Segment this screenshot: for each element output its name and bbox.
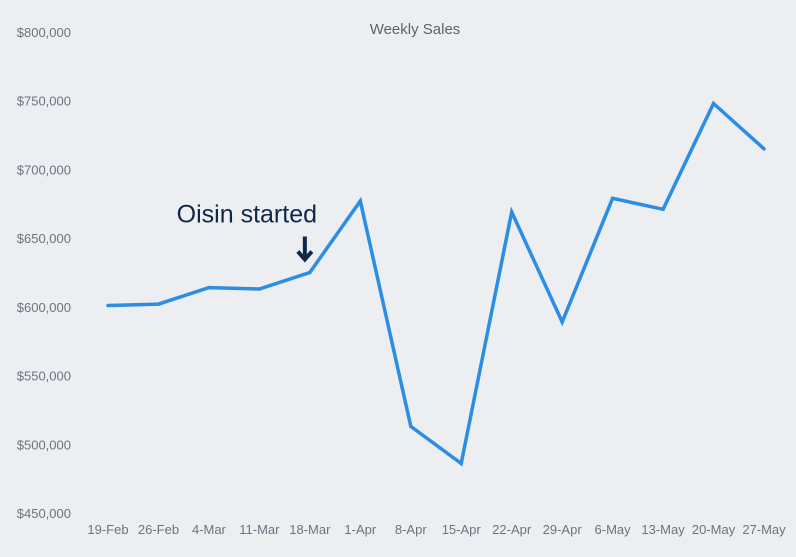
x-tick-label: 26-Feb (138, 522, 179, 537)
data-point (560, 320, 564, 324)
x-axis: 19-Feb 26-Feb 4-Mar 11-Mar 18-Mar 1-Apr 8-Apr 1… (87, 522, 786, 537)
data-point (711, 101, 716, 106)
y-tick-label: $650,000 (17, 231, 71, 246)
x-tick-label: 11-Mar (239, 522, 280, 537)
x-tick-label: 8-Apr (395, 522, 427, 537)
x-tick-label: 27-May (742, 522, 786, 537)
y-axis: $450,000 $500,000 $550,000 $600,000 $650,000… (17, 25, 71, 521)
x-tick-label: 29-Apr (543, 522, 583, 537)
sales-line (107, 100, 766, 467)
data-point (459, 461, 463, 466)
data-points (106, 101, 766, 466)
x-tick-label: 13-May (641, 522, 685, 537)
data-point (661, 207, 665, 212)
x-tick-label: 22-Apr (492, 522, 532, 537)
chart-title: Weekly Sales (370, 21, 461, 38)
y-tick-label: $750,000 (17, 94, 71, 109)
y-tick-label: $600,000 (17, 300, 71, 315)
y-tick-label: $450,000 (17, 506, 71, 521)
data-point (762, 147, 766, 151)
data-point (106, 303, 110, 308)
x-tick-label: 15-Apr (442, 522, 482, 537)
x-tick-label: 20-May (692, 522, 736, 537)
x-tick-label: 19-Feb (87, 522, 128, 537)
data-point (257, 287, 262, 291)
x-tick-label: 18-Mar (289, 522, 331, 537)
data-point (358, 199, 363, 203)
y-tick-label: $700,000 (17, 162, 71, 177)
data-point (610, 196, 615, 201)
y-tick-label: $500,000 (17, 437, 71, 452)
data-point (156, 302, 161, 306)
annotation-text: Oisin started (177, 201, 317, 229)
data-point (509, 210, 514, 214)
y-tick-label: $800,000 (17, 25, 71, 40)
y-tick-label: $550,000 (17, 369, 71, 384)
x-tick-label: 1-Apr (344, 522, 376, 537)
x-tick-label: 6-May (595, 522, 632, 537)
x-tick-label: 4-Mar (192, 522, 227, 537)
data-point (409, 424, 413, 429)
down-arrow-icon (296, 236, 314, 263)
data-point (207, 285, 211, 290)
data-point (308, 270, 312, 275)
